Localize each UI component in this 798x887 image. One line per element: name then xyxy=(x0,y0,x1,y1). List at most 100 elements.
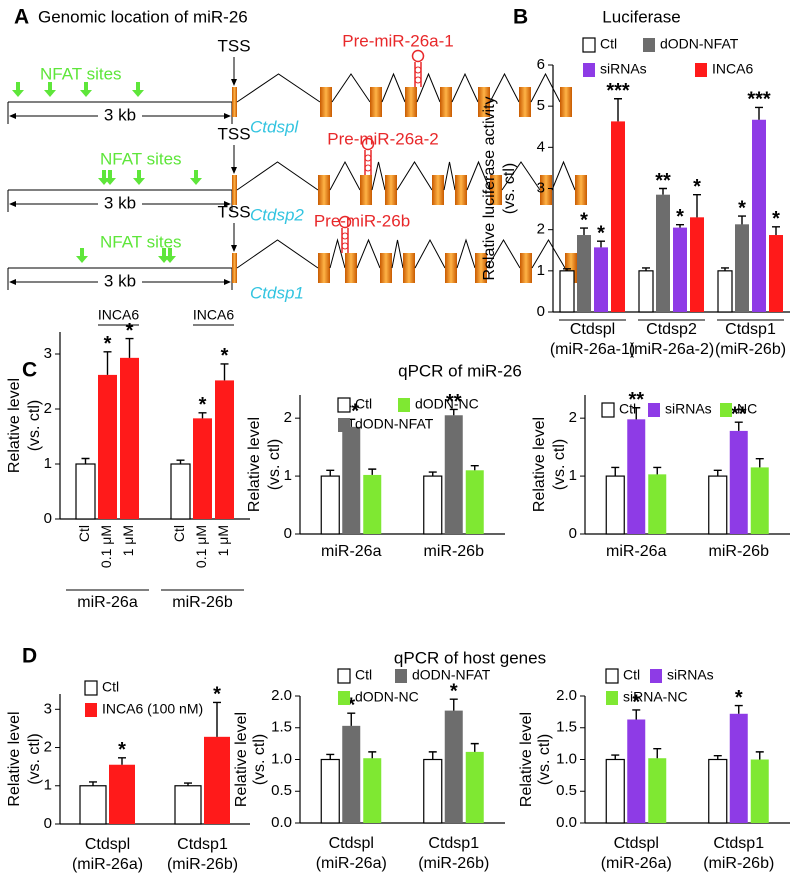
y-axis-label: (vs. ctl) xyxy=(26,400,43,452)
error-bar xyxy=(642,267,650,271)
error-bar xyxy=(721,267,729,271)
exon xyxy=(560,87,572,117)
exon xyxy=(403,253,415,283)
y-axis-label: (vs. ctl) xyxy=(26,733,43,785)
significance: * xyxy=(213,684,221,706)
error-bar xyxy=(428,751,437,760)
bar xyxy=(648,474,667,534)
bar xyxy=(363,758,382,823)
legend-label: dODN-NFAT xyxy=(660,36,739,52)
nfat-arrow xyxy=(12,82,24,97)
significance: * xyxy=(632,691,640,713)
significance: * xyxy=(450,680,458,702)
y-tick-label: 0 xyxy=(569,525,577,542)
bar xyxy=(215,380,234,519)
legend-label: siRNAs xyxy=(667,667,714,683)
x-tick-label: (miR-26b) xyxy=(167,856,238,873)
tss-block xyxy=(232,175,237,205)
intron xyxy=(329,238,346,269)
y-tick-label: 0.5 xyxy=(556,782,577,799)
x-tick-label: miR-26b xyxy=(172,594,233,611)
legend-swatch xyxy=(601,402,615,418)
hairpin-loop xyxy=(341,232,349,240)
legend-label: siRNAs xyxy=(665,401,712,417)
y-tick-label: 5 xyxy=(537,97,545,114)
bar xyxy=(577,235,591,312)
legend-swatch xyxy=(337,668,351,684)
bar xyxy=(559,270,575,313)
hairpin-loop xyxy=(338,215,352,229)
nfat-arrow xyxy=(190,170,202,185)
x-tick-label: (miR-26a) xyxy=(601,855,672,872)
legend-swatch xyxy=(720,403,732,417)
intron xyxy=(236,73,321,103)
error-bar xyxy=(738,215,746,225)
error-bar xyxy=(470,742,479,752)
significance: * xyxy=(772,208,780,230)
y-tick-label: 3 xyxy=(44,345,52,362)
nfat-arrow xyxy=(44,82,56,97)
bar xyxy=(120,357,139,519)
bar xyxy=(193,418,212,519)
hairpin-loop xyxy=(364,164,372,172)
hairpin-loop xyxy=(361,137,375,151)
nfat-arrow xyxy=(164,248,176,263)
bar xyxy=(605,758,625,824)
bar xyxy=(752,119,766,312)
bar xyxy=(320,475,340,535)
error-bar xyxy=(653,748,662,759)
y-tick-label: 1.0 xyxy=(556,750,577,767)
y-tick-label: 0 xyxy=(44,815,52,832)
intron xyxy=(530,72,561,103)
error-bar xyxy=(580,227,588,236)
exon xyxy=(318,175,330,205)
intron xyxy=(489,72,520,103)
bar xyxy=(717,270,733,313)
error-bar xyxy=(676,224,684,228)
bar xyxy=(79,785,107,825)
bar xyxy=(465,751,484,823)
bar-label: 0.1 μM xyxy=(193,525,209,568)
bar xyxy=(594,247,608,312)
legend-swatch xyxy=(337,397,351,413)
intron xyxy=(329,160,361,191)
error-bar xyxy=(755,751,764,760)
exon xyxy=(490,175,502,205)
exon xyxy=(520,253,532,283)
y-tick-label: 4 xyxy=(537,138,545,155)
y-tick-label: 2 xyxy=(284,409,292,426)
legend-label: Ctl xyxy=(102,679,119,695)
bar xyxy=(735,224,749,312)
intron xyxy=(466,160,491,191)
legend-swatch xyxy=(84,680,98,696)
bar xyxy=(638,270,654,313)
significance: * xyxy=(118,739,126,761)
error-bar xyxy=(368,751,377,759)
x-tick-label: Ctdsp2 xyxy=(646,321,697,338)
legend-label: siRNA-NC xyxy=(623,689,688,705)
error-bar xyxy=(632,407,641,420)
bar-label: Ctl xyxy=(171,525,187,542)
error-bar xyxy=(713,469,722,477)
bar xyxy=(708,758,728,824)
significance: *** xyxy=(747,89,771,111)
gene-label: Ctdsp2 xyxy=(250,205,304,224)
bar xyxy=(750,759,769,823)
error-bar xyxy=(470,464,479,471)
tss-block xyxy=(232,87,237,117)
significance: * xyxy=(693,176,701,198)
error-bar xyxy=(176,459,185,464)
intron xyxy=(456,238,476,269)
intron xyxy=(396,161,433,191)
y-axis-label: Relative luciferase activity xyxy=(481,96,498,280)
x-tick-label: miR-26b xyxy=(709,543,770,560)
scale-label-bg xyxy=(98,273,142,291)
bar xyxy=(342,426,361,534)
intron xyxy=(501,161,541,191)
legend-swatch xyxy=(582,37,596,53)
y-tick-label: 1 xyxy=(44,777,52,794)
hairpin-loop xyxy=(364,154,372,162)
y-tick-label: 2 xyxy=(44,738,52,755)
legend-label: dODN-NC xyxy=(355,689,419,705)
